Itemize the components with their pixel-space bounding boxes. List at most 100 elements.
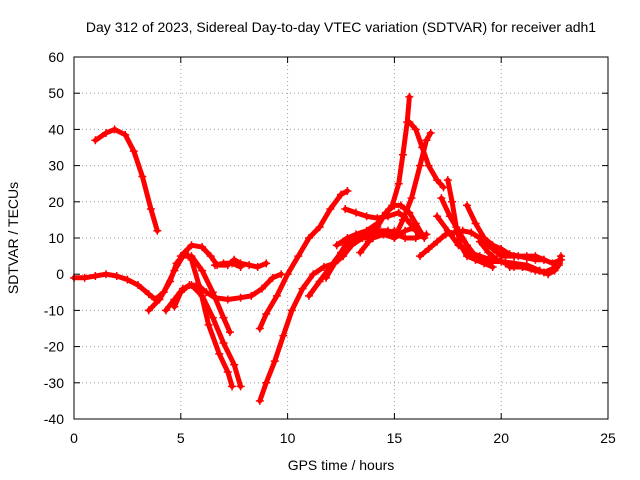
data-point [539, 268, 548, 277]
data-point [411, 234, 420, 242]
data-point [262, 378, 271, 387]
series-track-14 [356, 92, 414, 257]
series-track-25 [505, 252, 566, 277]
data-point [531, 252, 540, 261]
series-track-15 [390, 129, 435, 242]
data-point [480, 234, 489, 242]
x-tick-label: 15 [387, 430, 403, 446]
data-point [279, 331, 288, 340]
data-point [272, 291, 281, 300]
y-tick-label: -10 [44, 302, 64, 318]
x-tick-label: 20 [493, 430, 509, 446]
data-point [405, 118, 414, 127]
data-point [262, 259, 271, 268]
data-point [225, 328, 234, 337]
data-point [351, 230, 360, 239]
data-point [522, 252, 531, 261]
data-point [206, 252, 215, 261]
data-point [330, 259, 339, 268]
data-point [497, 244, 506, 253]
data-point [443, 226, 452, 235]
data-point [193, 281, 202, 290]
x-tick-labels: 0 5 10 15 20 25 [70, 430, 616, 446]
data-point [153, 226, 162, 235]
y-tick-label: -40 [44, 411, 64, 427]
data-point [394, 179, 403, 188]
series-track-8 [255, 223, 420, 405]
data-point [91, 272, 100, 281]
data-point [424, 161, 433, 170]
data-point [390, 234, 399, 242]
data-point [230, 360, 239, 369]
data-point [454, 226, 463, 235]
series-track-13 [341, 205, 429, 242]
data-point [418, 143, 427, 152]
data-point [471, 255, 480, 264]
data-point [91, 136, 100, 145]
data-point [381, 208, 390, 217]
data-point [396, 201, 405, 210]
series-track-16 [405, 118, 448, 192]
data-point [433, 237, 442, 246]
data-point [407, 194, 416, 203]
data-point [228, 382, 237, 391]
data-point [294, 252, 303, 261]
data-point [176, 288, 185, 297]
x-tick-label: 25 [600, 430, 616, 446]
data-point [510, 252, 519, 261]
data-point [398, 215, 407, 224]
data-point [255, 396, 264, 405]
data-point [475, 237, 484, 246]
data-point [146, 205, 155, 214]
data-point [437, 194, 446, 203]
y-tick-label: 10 [48, 230, 64, 246]
data-point [210, 293, 219, 302]
data-point [539, 255, 548, 264]
data-point [198, 291, 207, 300]
axis-ticks [73, 56, 609, 420]
x-axis-label: GPS time / hours [288, 457, 395, 473]
data-point [172, 259, 181, 268]
data-point [204, 320, 213, 329]
data-point [121, 130, 130, 139]
data-point [215, 349, 224, 358]
data-point [166, 277, 175, 286]
data-point [448, 197, 457, 206]
series-track-17 [416, 226, 510, 261]
data-point [219, 338, 228, 347]
series-line [406, 119, 446, 190]
data-point [202, 288, 211, 297]
data-point [257, 284, 266, 293]
data-point [426, 129, 435, 138]
data-point [401, 226, 410, 235]
series-line [146, 250, 235, 389]
data-point [356, 248, 365, 257]
data-point [187, 255, 196, 264]
data-point [433, 176, 442, 185]
data-point [492, 248, 501, 257]
data-point [223, 367, 232, 376]
data-point [373, 223, 382, 232]
data-point [463, 201, 472, 210]
data-point [315, 223, 324, 232]
data-point [394, 208, 403, 217]
data-point [488, 241, 497, 250]
data-point [401, 234, 410, 242]
data-point [554, 259, 563, 268]
data-point [388, 201, 397, 210]
data-point [219, 259, 228, 268]
data-point [433, 212, 442, 221]
data-point [364, 237, 373, 246]
series-track-5 [170, 270, 286, 311]
plot-frame [73, 56, 609, 420]
data-point [102, 129, 111, 138]
data-point [161, 306, 170, 315]
data-point [129, 147, 138, 156]
data-point [236, 262, 245, 271]
data-point [245, 261, 254, 270]
data-point [518, 262, 527, 271]
data-point [497, 252, 506, 261]
x-tick-label: 0 [70, 430, 78, 446]
data-point [341, 241, 350, 250]
